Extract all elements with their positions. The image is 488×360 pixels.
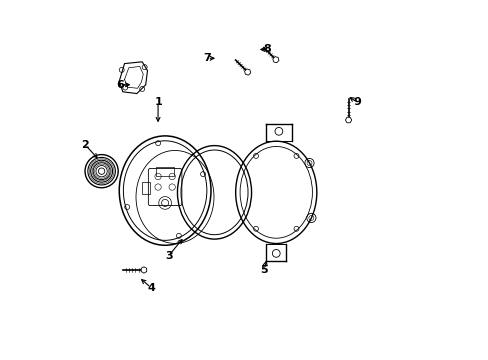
Text: 4: 4 (147, 283, 155, 293)
Polygon shape (272, 57, 278, 63)
Polygon shape (345, 117, 351, 123)
Text: 6: 6 (116, 80, 124, 90)
Text: 5: 5 (260, 265, 267, 275)
Polygon shape (244, 69, 250, 75)
Text: 7: 7 (203, 53, 211, 63)
Text: 2: 2 (81, 140, 89, 150)
Polygon shape (141, 267, 146, 273)
Text: 8: 8 (263, 45, 271, 54)
Text: 3: 3 (164, 251, 172, 261)
Text: 1: 1 (154, 98, 162, 107)
Text: 9: 9 (353, 98, 361, 107)
